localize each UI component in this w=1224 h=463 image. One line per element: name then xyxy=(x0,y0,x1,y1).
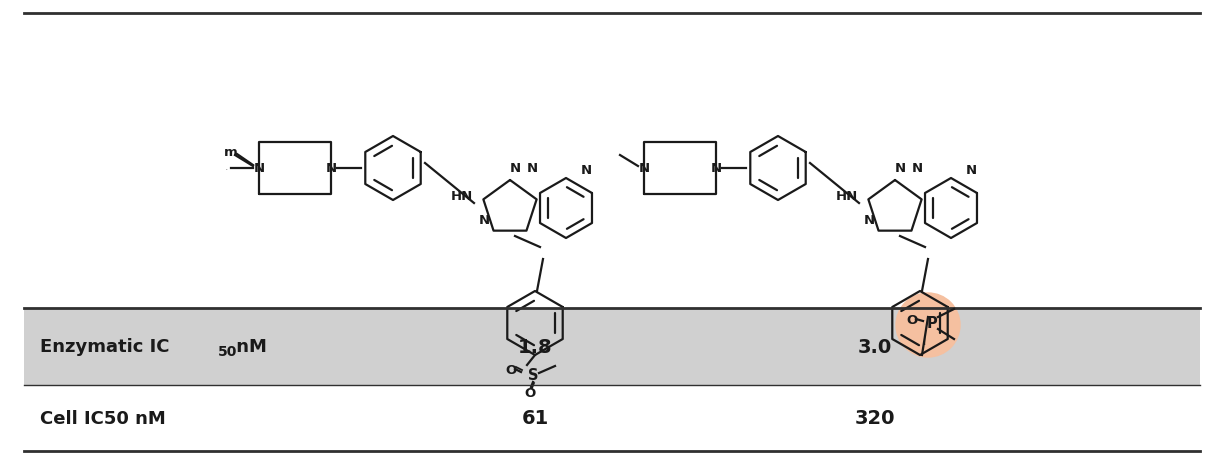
Text: 1.8: 1.8 xyxy=(518,337,552,356)
Text: HN: HN xyxy=(836,190,858,203)
Text: N: N xyxy=(526,162,537,175)
Text: 3.0: 3.0 xyxy=(858,337,892,356)
Text: HN: HN xyxy=(450,190,474,203)
Text: Cell IC50 nM: Cell IC50 nM xyxy=(40,409,165,427)
Text: N: N xyxy=(253,162,264,175)
Text: nM: nM xyxy=(230,338,267,356)
Text: Enzymatic IC: Enzymatic IC xyxy=(40,338,169,356)
Text: N: N xyxy=(509,162,520,175)
Text: N: N xyxy=(639,162,650,175)
FancyBboxPatch shape xyxy=(24,308,1200,385)
Text: N: N xyxy=(912,162,923,175)
Text: N: N xyxy=(479,214,490,227)
Text: O: O xyxy=(524,387,536,400)
Text: S: S xyxy=(528,368,539,383)
Text: O: O xyxy=(506,364,517,377)
Text: m: m xyxy=(226,168,228,169)
Text: P: P xyxy=(927,316,938,331)
Text: I: I xyxy=(923,336,925,346)
Text: 61: 61 xyxy=(521,409,548,427)
Circle shape xyxy=(896,294,960,357)
Text: 50: 50 xyxy=(218,345,237,359)
Text: N: N xyxy=(966,164,977,177)
Text: O: O xyxy=(907,313,918,326)
Text: m: m xyxy=(224,145,237,158)
Text: N: N xyxy=(895,162,906,175)
Text: N: N xyxy=(326,162,337,175)
Text: N: N xyxy=(863,214,875,227)
Text: N: N xyxy=(710,162,722,175)
Text: N: N xyxy=(580,164,591,177)
Text: 320: 320 xyxy=(854,409,895,427)
